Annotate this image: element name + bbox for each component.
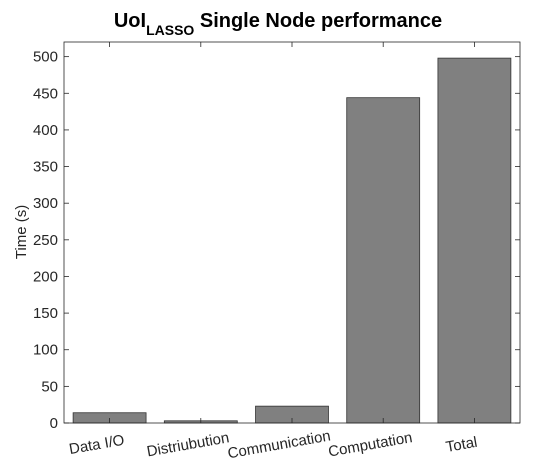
y-tick-label: 100 [33,342,58,359]
y-tick-label: 350 [33,159,58,176]
bar-computation [346,97,421,424]
y-tick-label: 400 [33,122,58,139]
y-tick-label: 500 [33,49,58,66]
x-tick-label: Data I/O [68,432,126,458]
x-tick-label: Distriubution [145,429,230,460]
chart-title-main: UoI [114,10,146,32]
y-tick-label: 300 [33,195,58,212]
y-tick-label: 150 [33,305,58,322]
y-tick-label: 200 [33,268,58,285]
chart-title-rest: Single Node performance [194,10,442,32]
y-tick-label: 50 [41,378,58,395]
y-axis-label: Time (s) [13,205,30,259]
chart-title-subscript: LASSO [146,22,194,38]
x-tick-label: Computation [327,429,414,461]
x-tick-label: Total [444,434,478,456]
y-tick-label: 450 [33,85,58,102]
y-tick-label: 0 [50,415,58,432]
bar-total [437,57,512,424]
plot-area: 0 50 100 150 200 250 300 350 400 450 500 Data I/O Di… [33,41,521,462]
x-tick-label: Communication [226,427,332,462]
y-tick-label: 250 [33,232,58,249]
chart-title: UoILASSO Single Node performance [114,10,442,38]
